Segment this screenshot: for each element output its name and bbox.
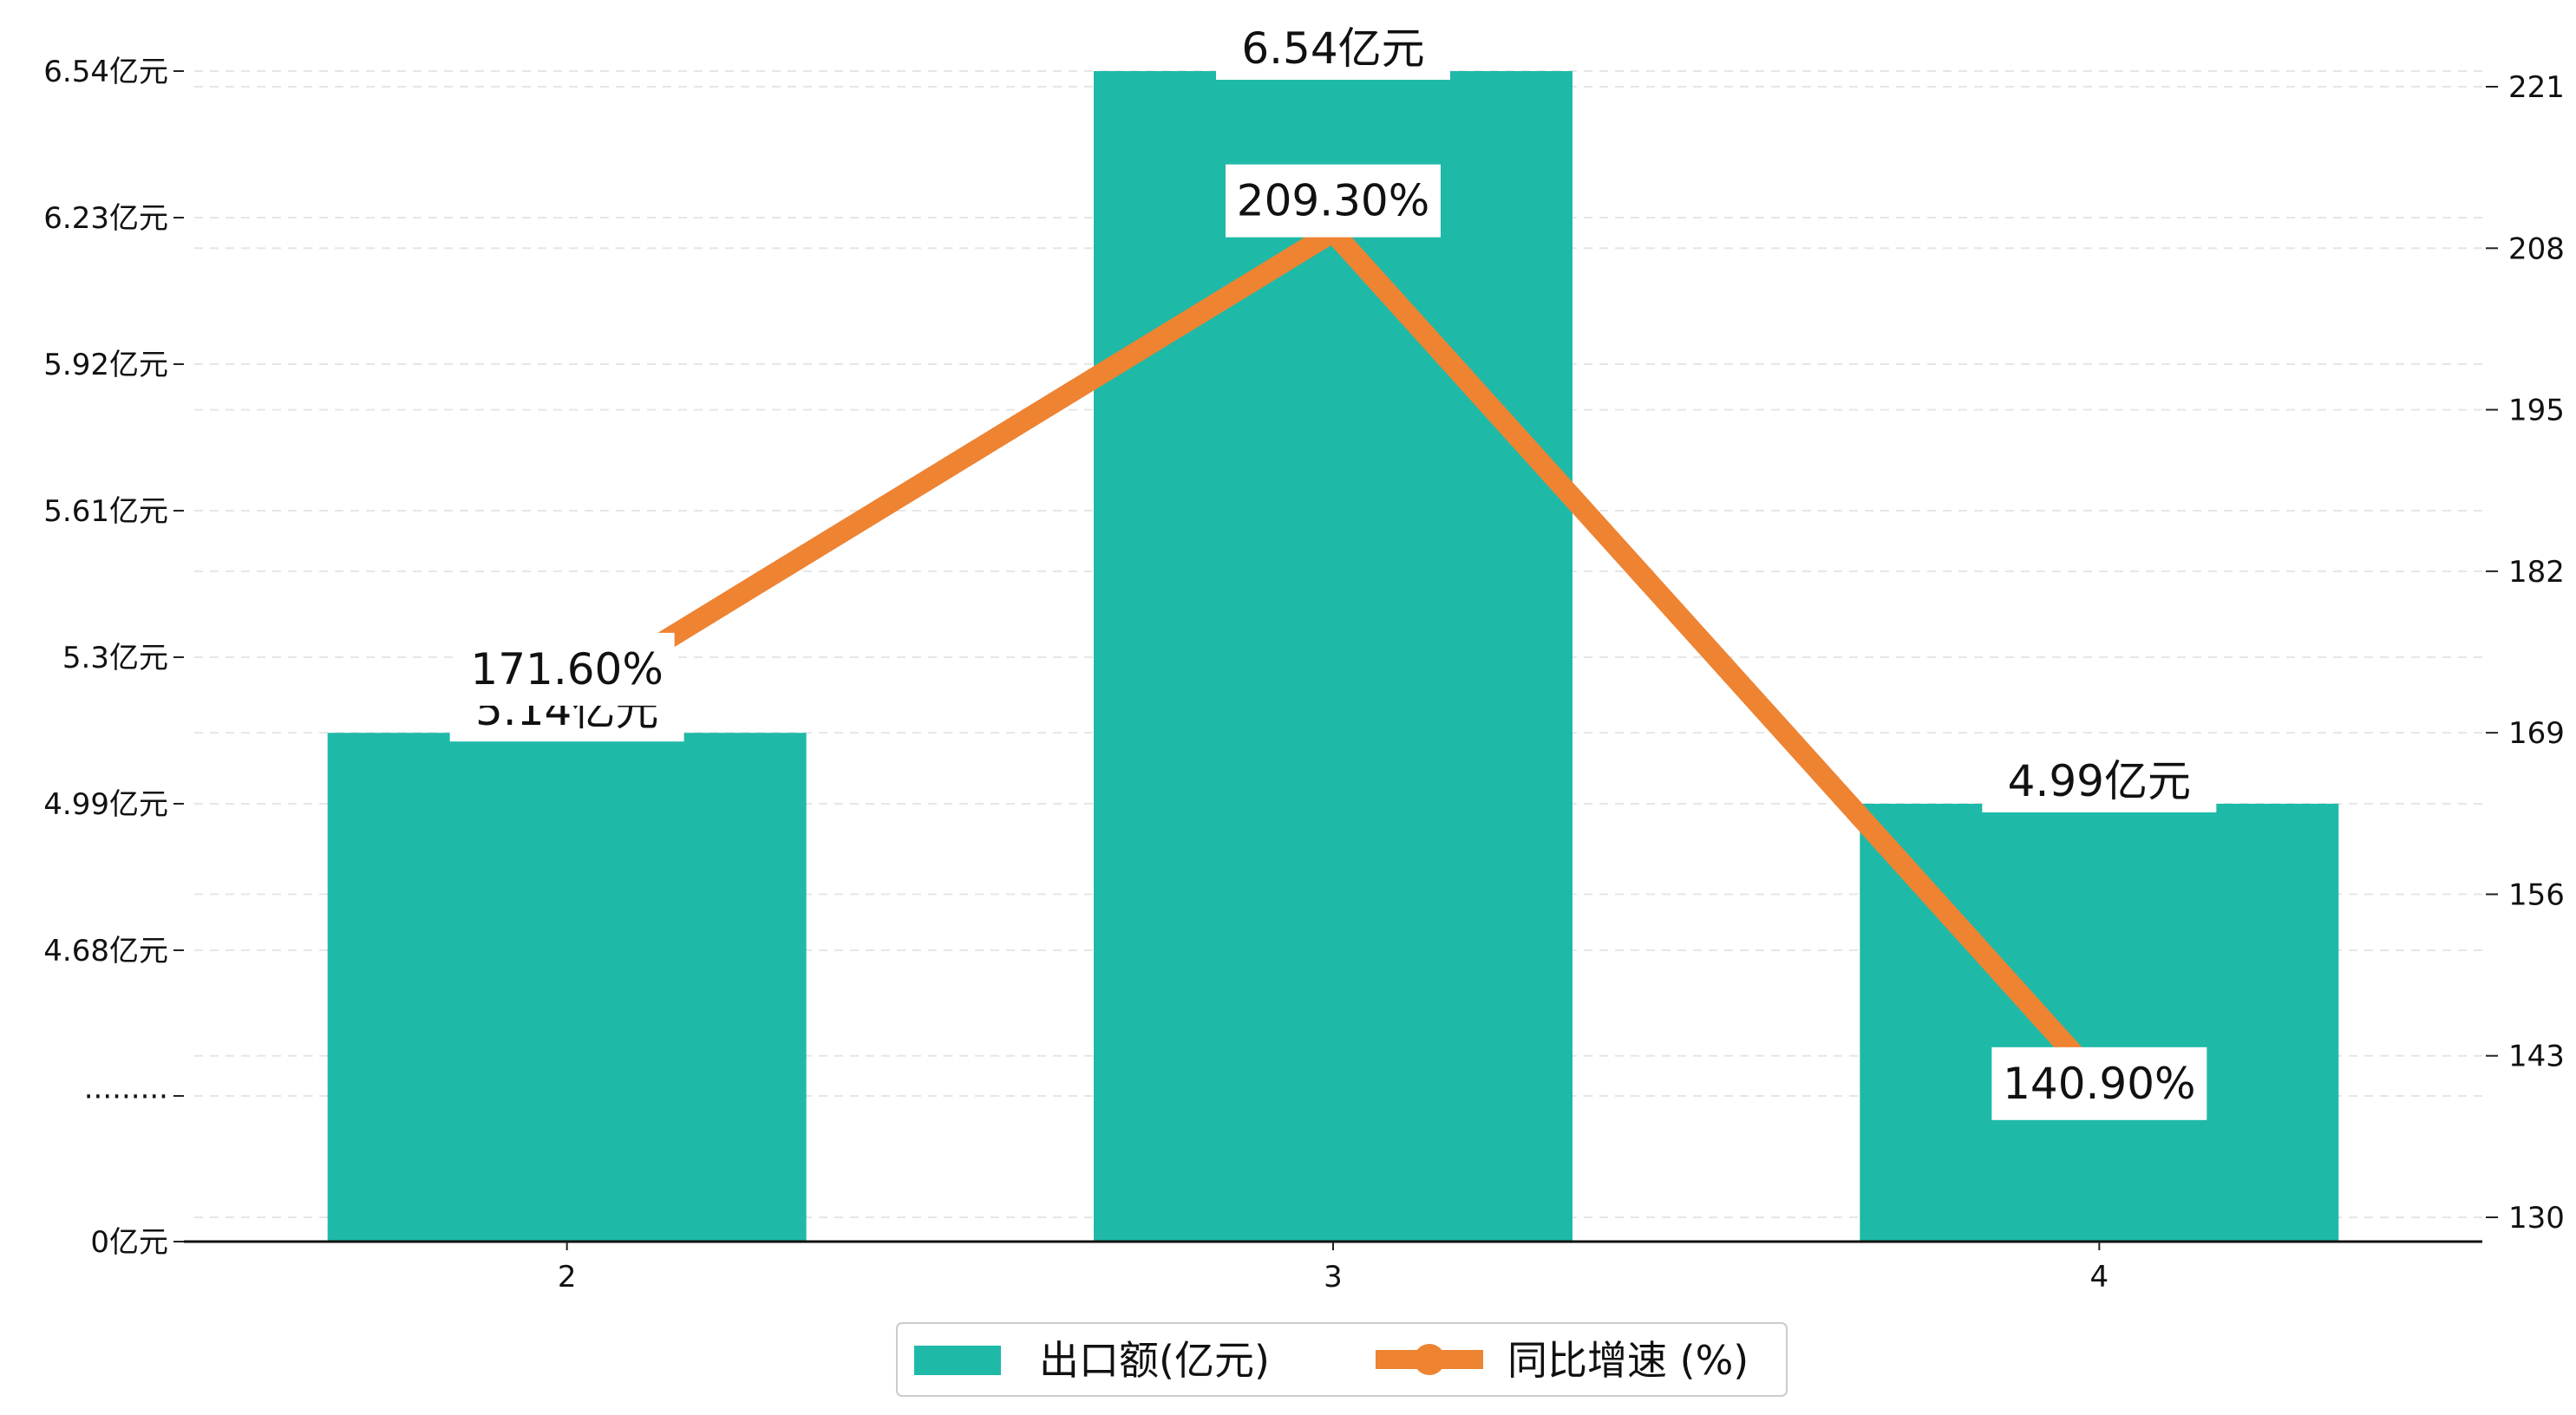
line-label-2-bg: [459, 632, 675, 706]
line-label-4-bg: [1991, 1047, 2207, 1120]
tick-label-x: 2: [558, 1260, 577, 1294]
tick-label-right: 156: [2508, 877, 2565, 912]
tick-label-right: 169: [2508, 716, 2565, 751]
bar-4: [1860, 804, 2339, 1242]
tick-label-x: 3: [1324, 1260, 1343, 1294]
tick-label-left: 5.92亿元: [43, 348, 168, 382]
tick-label-right: 221: [2508, 70, 2565, 105]
axes: 0亿元 ········· 4.68亿元 4.99亿元 5.3亿元 5.61亿元 5.92亿…: [43, 55, 2565, 1294]
bar-label-4: 4.99亿元: [2008, 756, 2191, 806]
bar-3: [1094, 71, 1572, 1242]
line-label-3: 209.30%: [1237, 176, 1429, 226]
legend-label-line: 同比增速 (%): [1507, 1337, 1749, 1384]
bar-2: [327, 733, 807, 1242]
bar-label-4-bg: [1982, 750, 2217, 812]
legend-label-bar: 出口额(亿元): [1039, 1337, 1270, 1384]
tick-label-right: 208: [2508, 231, 2565, 266]
tick-label-left: 5.3亿元: [62, 641, 168, 675]
tick-label-left: ·········: [84, 1079, 168, 1114]
bar-series: [327, 71, 2339, 1242]
tick-label-right: 143: [2508, 1040, 2565, 1074]
tick-label-left: 5.61亿元: [43, 494, 168, 529]
tick-label-left: 0亿元: [90, 1225, 168, 1260]
legend-box: [896, 1322, 1788, 1397]
tick-label-right: 195: [2508, 394, 2565, 428]
tick-label-right: 130: [2508, 1201, 2565, 1236]
tick-label-right: 182: [2508, 555, 2565, 590]
line-label-4: 140.90%: [2003, 1059, 2195, 1109]
line-label-2: 171.60%: [470, 644, 663, 694]
tick-label-x: 4: [2090, 1260, 2109, 1294]
legend-swatch-bar: [914, 1346, 1001, 1375]
tick-label-left: 4.99亿元: [43, 787, 168, 822]
legend: 出口额(亿元) 同比增速 (%): [896, 1322, 1788, 1397]
bar-label-3: 6.54亿元: [1241, 23, 1424, 74]
bar-label-3-bg: [1216, 17, 1450, 80]
line-label-3-bg: [1226, 164, 1441, 238]
tick-label-left: 6.54亿元: [43, 55, 168, 89]
tick-label-left: 4.68亿元: [43, 934, 168, 968]
legend-marker-line: [1414, 1344, 1445, 1375]
tick-label-left: 6.23亿元: [43, 201, 168, 236]
